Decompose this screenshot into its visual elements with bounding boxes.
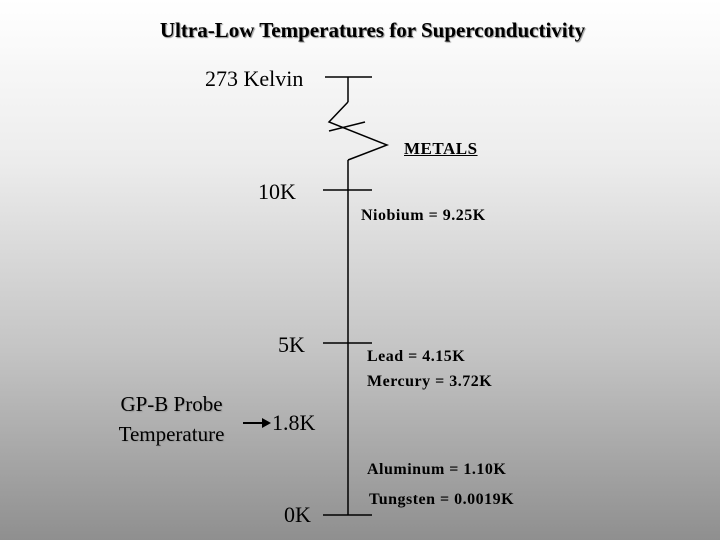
gp-b-probe-label-line1: GP-B Probe xyxy=(120,392,223,416)
label-lead: Lead = 4.15K xyxy=(367,348,466,365)
diagram-title: Ultra-Low Temperatures for Superconducti… xyxy=(159,18,586,42)
label-0k: 0K xyxy=(284,502,311,527)
scale-break-slash xyxy=(328,121,366,132)
label-10k: 10K xyxy=(258,179,296,204)
label-mercury: Mercury = 3.72K xyxy=(367,373,493,390)
label-tungsten: Tungsten = 0.0019K xyxy=(369,491,515,508)
gp-b-probe-label-line2: Temperature xyxy=(118,422,225,446)
label-5k: 5K xyxy=(278,332,305,357)
metals-header: METALS xyxy=(404,139,478,158)
label-niobium: Niobium = 9.25K xyxy=(361,207,486,224)
label-1-8k: 1.8K xyxy=(272,410,316,435)
label-273-kelvin: 273 Kelvin xyxy=(205,66,304,91)
label-aluminum: Aluminum = 1.10K xyxy=(367,461,507,478)
probe-arrow-head xyxy=(262,418,271,428)
scale-break-zigzag xyxy=(327,101,390,161)
gp-b-probe-label: GP-B Probe Temperature xyxy=(100,389,243,449)
